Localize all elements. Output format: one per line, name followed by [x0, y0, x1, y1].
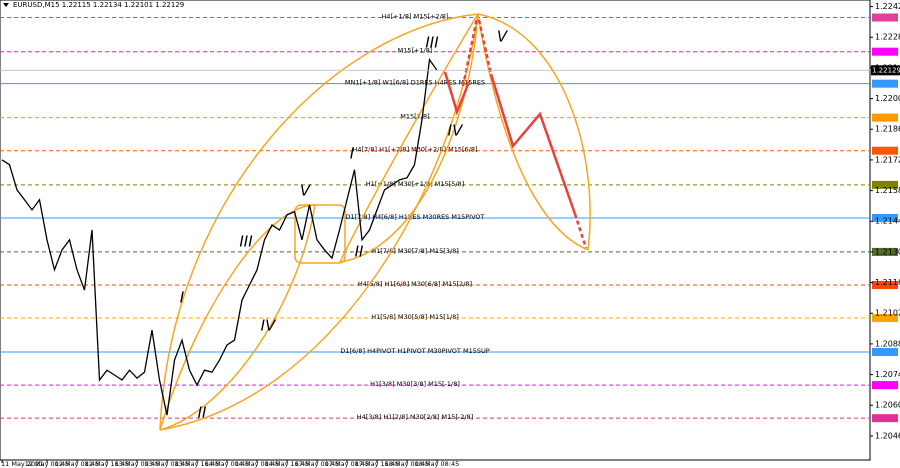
arc: [477, 13, 591, 251]
level-tag: [872, 113, 898, 122]
wave-label: II: [198, 404, 207, 422]
level-label: H4[7/8] H1[+2/8] M30[+2/8] M15[6/8]: [352, 146, 477, 154]
x-tick-label: 14 May 08:45: [235, 460, 280, 468]
level-tag: [872, 213, 898, 222]
level-tag: [872, 180, 898, 189]
level-label: H1[+1/8] M30[+1/8] M15[5/8]: [366, 180, 464, 188]
wave-label: III: [425, 34, 439, 52]
box: [294, 204, 346, 264]
current-price-label: 1.22129: [872, 66, 900, 74]
arc: [477, 13, 589, 251]
plot-frame: [0, 0, 871, 461]
y-tick-label: 1.21720: [875, 155, 900, 164]
wave-label: I: [350, 145, 355, 163]
y-tick-label: 1.21300: [875, 247, 900, 256]
y-tick-label: 1.21440: [875, 217, 900, 226]
x-tick-label: 13 May 00:45: [115, 460, 160, 468]
levels: H4[+1/8] M15[+2/8] M15[+1/8] MN1[+1/8] W1[…: [0, 13, 898, 423]
x-tick-label: 18 May 08:45: [415, 460, 460, 468]
level-tag: [872, 146, 898, 155]
arc: [339, 13, 479, 263]
level-tag: [872, 280, 898, 289]
level-label: M15[7/8]: [400, 113, 429, 121]
level-tag: [872, 348, 898, 357]
level-tag: [872, 414, 898, 423]
forecast: [443, 17, 588, 249]
level-label: H4[+1/8] M15[+2/8]: [382, 13, 449, 21]
level-label: H1[7/8] M30[7/8] M15[3/8]: [371, 247, 459, 255]
x-tick-label: 14 May 16:45: [265, 460, 310, 468]
x-tick-label: 11 May 2021: [1, 460, 43, 468]
arc: [159, 13, 479, 431]
y-tick-label: 1.22280: [875, 33, 900, 42]
current-price-tag: [871, 65, 900, 76]
x-tick-label: 13 May 16:45: [175, 460, 220, 468]
level-label: D1[6/8] H4PIVOT H1PIVOT M30PIVOT M15SUP: [340, 347, 489, 355]
x-tick-label: 12 May 08:45: [55, 460, 100, 468]
x-tick-label: 12 May 00:45: [25, 460, 70, 468]
y-tick-label: 1.22000: [875, 94, 900, 103]
level-tag: [872, 314, 898, 323]
y-tick-label: 1.20460: [875, 431, 900, 440]
level-label: H1[3/8] M30[3/8] M15[-1/8]: [370, 380, 460, 388]
x-tick-label: 17 May 16:45: [355, 460, 400, 468]
y-tick-label: 1.22420: [875, 2, 900, 11]
y-tick-label: 1.21860: [875, 125, 900, 134]
level-tag: [872, 13, 898, 22]
wave-arcs: [159, 13, 591, 431]
y-tick-label: 1.20880: [875, 339, 900, 348]
wave-label: IV: [448, 122, 464, 140]
arc: [159, 204, 316, 431]
y-tick-label: 1.21160: [875, 278, 900, 287]
wave-label: V: [300, 182, 312, 200]
y-tick-label: 1.21020: [875, 309, 900, 318]
menu-icon[interactable]: [3, 3, 9, 7]
wave-label: II: [355, 243, 364, 261]
level-label: H4[3/8] H1[2/8] M30[2/8] M15[-2/8]: [357, 413, 473, 421]
forecast-path: [443, 71, 471, 116]
level-tag: [872, 247, 898, 256]
wave-label: V: [497, 28, 509, 46]
arc: [159, 204, 316, 431]
level-label: D1[7/8] H4[6/8] H1RES M30RES M15PIVOT: [345, 213, 484, 221]
forecast-path: [477, 19, 493, 75]
x-tick-label: 17 May 00:45: [295, 460, 340, 468]
x-tick-label: 12 May 16:45: [85, 460, 130, 468]
y-tick-label: 1.20740: [875, 370, 900, 379]
level-tag: [872, 79, 898, 88]
y-tick-label: 1.20600: [875, 401, 900, 410]
wave-label: IV: [261, 317, 277, 335]
chart-title: EURUSD,M15 1.22115 1.22134 1.22101 1.221…: [13, 1, 184, 9]
wave-label: III: [239, 233, 253, 251]
price-line: [1, 57, 438, 416]
price-layer: [1, 57, 438, 416]
level-label: MN1[+1/8] W1[6/8] D1RES H4RES M15RES: [345, 79, 485, 87]
level-label: H1[5/8] M30[5/8] M15[1/8]: [371, 313, 459, 321]
arc: [339, 13, 479, 263]
level-tag: [872, 47, 898, 56]
arc: [159, 13, 479, 431]
level-label: M15[+1/8]: [398, 47, 433, 55]
forecast-path: [461, 17, 479, 87]
x-tick-label: 18 May 00:45: [385, 460, 430, 468]
x-tick-label: 13 May 08:45: [145, 460, 190, 468]
wave-labels: I II III IV V I II III IV V: [180, 28, 509, 422]
forecast-path: [573, 213, 588, 249]
level-label: H4[5/8] H1[6/8] M30[6/8] M15[2/8]: [358, 280, 472, 288]
forecast-path: [489, 73, 577, 215]
y-tick-label: 1.21580: [875, 186, 900, 195]
x-tick-label: 17 May 08:45: [325, 460, 370, 468]
wave-label: I: [180, 289, 185, 307]
level-tag: [872, 381, 898, 390]
x-tick-label: 14 May 00:45: [205, 460, 250, 468]
